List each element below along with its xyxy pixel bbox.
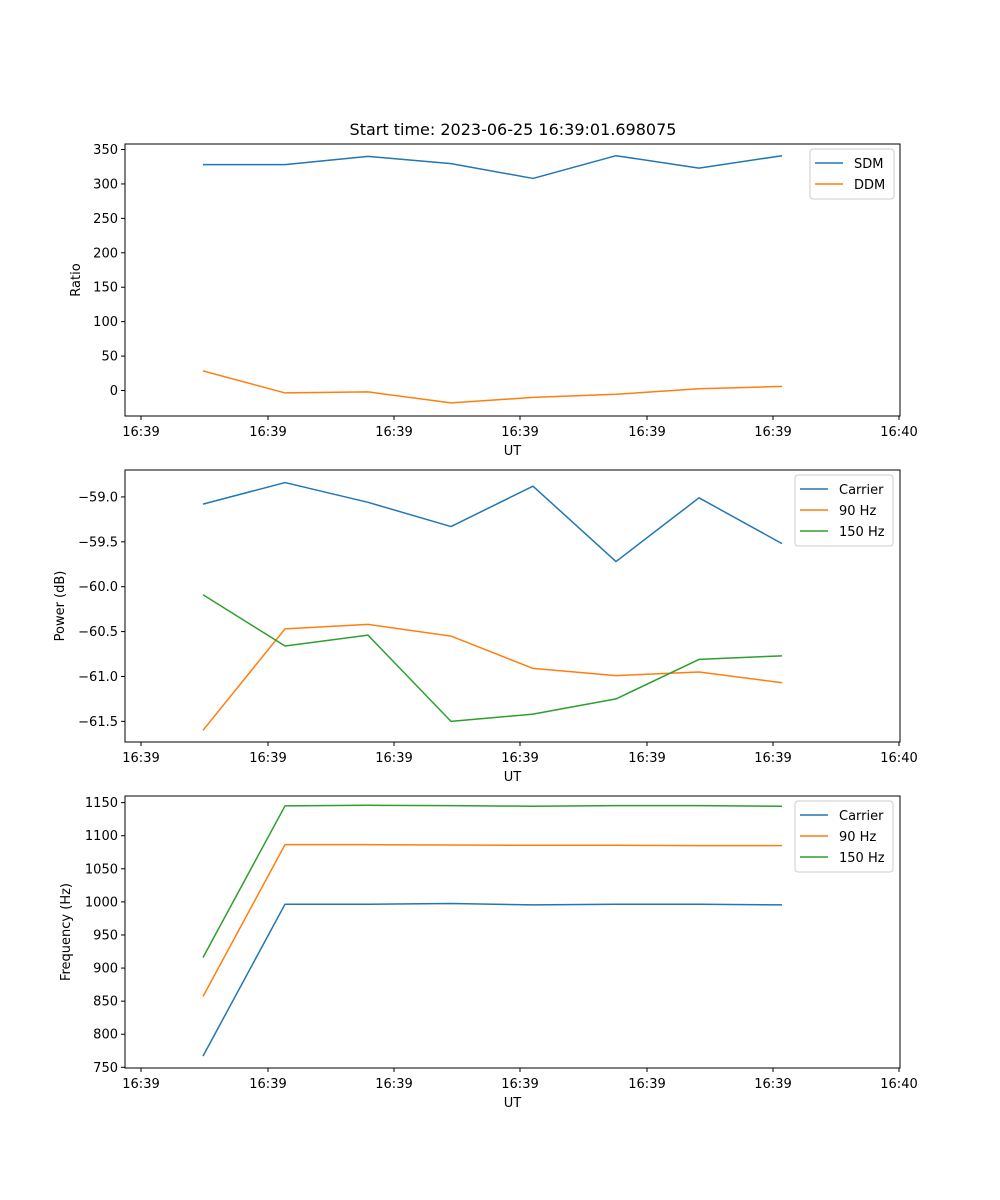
power-y-tick-label: −59.5 <box>78 535 118 550</box>
frequency-y-tick-label: 950 <box>93 928 118 943</box>
power-y-tick-label: −60.5 <box>78 625 118 640</box>
frequency-x-tick-label: 16:40 <box>880 1077 917 1092</box>
ratio-legend-label: SDM <box>854 157 883 172</box>
power-legend-label: Carrier <box>839 483 884 498</box>
frequency-panel: 16:39 16:39 16:39 16:39 16:39 16:39 16:40 UT 750… <box>59 795 918 1111</box>
frequency-axes-frame <box>124 795 901 1069</box>
ratio-y-tick-label: 200 <box>93 246 118 261</box>
power-legend-label: 150 Hz <box>839 525 885 540</box>
ratio-y-tick-label: 150 <box>93 281 118 296</box>
frequency-series-line-carrier <box>202 902 783 1057</box>
power-y-tick-label: −59.0 <box>78 490 118 505</box>
ratio-x-tick-label: 16:39 <box>122 425 159 440</box>
frequency-y-tick-label: 800 <box>93 1028 118 1043</box>
frequency-y-tick-label: 1050 <box>85 862 118 877</box>
ratio-y-tick-label: 350 <box>93 143 118 158</box>
ratio-x-tick-label: 16:39 <box>628 425 665 440</box>
ratio-x-tick-label: 16:39 <box>501 425 538 440</box>
power-x-tick-label: 16:39 <box>754 751 791 766</box>
frequency-y-tick-label: 900 <box>93 962 118 977</box>
ratio-series-line-sdm <box>203 154 783 180</box>
power-x-tick-label: 16:39 <box>375 751 412 766</box>
frequency-x-axis-label: UT <box>504 1096 522 1111</box>
frequency-x-tick-label: 16:39 <box>122 1077 159 1092</box>
ratio-y-tick-label: 0 <box>110 384 118 399</box>
ratio-panel: 16:39 16:39 16:39 16:39 16:39 16:39 16:40 UT 0 50… <box>69 143 918 459</box>
frequency-y-tick-label: 1000 <box>85 895 118 910</box>
power-axes-frame <box>124 469 901 743</box>
frequency-y-tick-label: 750 <box>93 1061 118 1076</box>
ratio-y-tick-label: 250 <box>93 212 118 227</box>
ratio-y-axis-label: Ratio <box>69 263 84 296</box>
power-x-axis-label: UT <box>504 770 522 785</box>
power-panel: 16:39 16:39 16:39 16:39 16:39 16:39 16:40 UT −59… <box>53 469 918 785</box>
power-legend <box>794 474 894 547</box>
ratio-y-tick-label: 100 <box>93 315 118 330</box>
ratio-y-tick-label: 300 <box>93 177 118 192</box>
frequency-y-tick-label: 1150 <box>85 796 118 811</box>
power-x-tick-label: 16:39 <box>122 751 159 766</box>
ratio-x-tick-label: 16:40 <box>880 425 917 440</box>
ratio-legend <box>809 148 895 200</box>
ratio-x-tick-label: 16:39 <box>375 425 412 440</box>
frequency-x-tick-label: 16:39 <box>501 1077 538 1092</box>
ratio-axes-frame <box>124 143 901 417</box>
frequency-x-tick-label: 16:39 <box>628 1077 665 1092</box>
power-series-line-90-hz <box>202 623 783 731</box>
frequency-legend <box>794 800 894 873</box>
power-series-line-carrier <box>202 481 783 563</box>
ratio-x-tick-label: 16:39 <box>249 425 286 440</box>
power-x-tick-label: 16:39 <box>249 751 286 766</box>
power-series-line-150-hz <box>202 594 783 723</box>
ratio-y-tick-label: 50 <box>101 350 118 365</box>
ratio-x-tick-label: 16:39 <box>754 425 791 440</box>
ratio-series-line-ddm <box>202 370 783 404</box>
frequency-legend-label: 90 Hz <box>839 830 876 845</box>
frequency-series-line-150-hz <box>202 804 783 958</box>
frequency-x-tick-label: 16:39 <box>754 1077 791 1092</box>
frequency-y-axis-label: Frequency (Hz) <box>59 883 74 981</box>
power-x-tick-label: 16:39 <box>501 751 538 766</box>
frequency-series-line-90-hz <box>202 843 782 997</box>
power-y-tick-label: −60.0 <box>78 580 118 595</box>
frequency-x-tick-label: 16:39 <box>249 1077 286 1092</box>
frequency-x-tick-label: 16:39 <box>375 1077 412 1092</box>
frequency-y-tick-label: 1100 <box>85 829 118 844</box>
power-legend-label: 90 Hz <box>839 504 876 519</box>
power-y-tick-label: −61.5 <box>78 715 118 730</box>
frequency-legend-label: Carrier <box>839 809 884 824</box>
ratio-legend-label: DDM <box>854 178 885 193</box>
ratio-x-axis-label: UT <box>504 444 522 459</box>
power-y-tick-label: −61.0 <box>78 670 118 685</box>
power-x-tick-label: 16:39 <box>628 751 665 766</box>
power-x-tick-label: 16:40 <box>880 751 917 766</box>
power-y-axis-label: Power (dB) <box>53 571 68 642</box>
figure-title: Start time: 2023-06-25 16:39:01.698075 <box>350 120 677 139</box>
frequency-y-tick-label: 850 <box>93 995 118 1010</box>
frequency-legend-label: 150 Hz <box>839 851 885 866</box>
